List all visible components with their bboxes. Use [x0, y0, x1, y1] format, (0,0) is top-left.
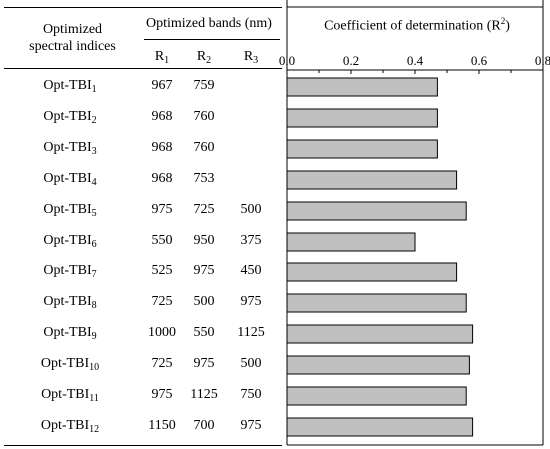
- index-name: Opt-TBI10: [40, 356, 100, 373]
- band-r3: 975: [240, 418, 262, 433]
- band-r2: 725: [193, 202, 215, 217]
- table-top-rule: [4, 7, 282, 8]
- index-name: Opt-TBI8: [43, 294, 97, 311]
- band-r2: 975: [193, 356, 215, 371]
- band-r3: 375: [240, 233, 262, 248]
- band-r3: 750: [240, 387, 262, 402]
- band-r1: 967: [151, 78, 173, 93]
- bar: [286, 77, 438, 97]
- chart-title: Coefficient of determination (R2): [324, 16, 510, 34]
- bar: [286, 355, 470, 375]
- band-r1: 968: [151, 109, 173, 124]
- band-r2: 759: [193, 78, 215, 93]
- index-name: Opt-TBI5: [43, 202, 97, 219]
- band-r1: 725: [151, 356, 173, 371]
- band-r1: 968: [151, 171, 173, 186]
- band-r3: 500: [240, 356, 262, 371]
- band-r3: 500: [240, 202, 262, 217]
- column-header-bands: Optimized bands (nm): [146, 16, 272, 31]
- band-r1: 725: [151, 294, 173, 309]
- bar: [286, 139, 438, 159]
- index-name: Opt-TBI7: [43, 263, 97, 280]
- bar: [286, 262, 458, 282]
- bar: [286, 108, 438, 128]
- x-tick-label: 0.8: [535, 53, 550, 68]
- band-r3: 975: [240, 294, 262, 309]
- bar: [286, 417, 474, 437]
- band-header-r3: R3: [243, 49, 259, 66]
- band-r2: 753: [193, 171, 215, 186]
- band-r2: 1125: [190, 387, 218, 402]
- band-r3: 450: [240, 263, 262, 278]
- band-r2: 950: [193, 233, 215, 248]
- band-r2: 550: [193, 325, 215, 340]
- band-header-r2: R2: [196, 49, 212, 66]
- x-tick-label: 0.2: [343, 53, 359, 68]
- index-name: Opt-TBI4: [43, 171, 97, 188]
- band-r1: 525: [151, 263, 173, 278]
- band-r3: 1125: [237, 325, 265, 340]
- index-name: Opt-TBI2: [43, 109, 97, 126]
- band-r1: 975: [151, 202, 173, 217]
- band-r2: 500: [193, 294, 215, 309]
- band-r2: 975: [193, 263, 215, 278]
- index-name: Opt-TBI9: [43, 325, 97, 342]
- band-r1: 1150: [148, 418, 176, 433]
- band-r1: 975: [151, 387, 173, 402]
- bar: [286, 386, 467, 406]
- band-r1: 968: [151, 140, 173, 155]
- band-r2: 760: [193, 109, 215, 124]
- column-header-indices-line2: spectral indices: [29, 39, 116, 54]
- x-tick-label: 0.4: [407, 53, 424, 68]
- index-name: Opt-TBI12: [40, 418, 100, 435]
- index-name: Opt-TBI6: [43, 233, 97, 250]
- band-r2: 700: [193, 418, 215, 433]
- index-name: Opt-TBI11: [41, 387, 99, 404]
- column-header-indices-line1: Optimized: [42, 22, 103, 37]
- bar: [286, 170, 458, 190]
- index-name: Opt-TBI3: [43, 140, 97, 157]
- band-r2: 760: [193, 140, 215, 155]
- x-tick-label: 0.0: [279, 53, 295, 68]
- table-header-rule: [4, 68, 282, 69]
- band-r1: 1000: [148, 325, 176, 340]
- bar: [286, 232, 416, 252]
- bar: [286, 201, 467, 221]
- bar: [286, 293, 467, 313]
- x-tick-label: 0.6: [471, 53, 488, 68]
- band-header-r1: R1: [154, 49, 170, 66]
- index-name: Opt-TBI1: [43, 78, 97, 95]
- band-r1: 550: [151, 233, 173, 248]
- table-bottom-rule: [4, 445, 282, 446]
- bar: [286, 324, 474, 344]
- bands-underline: [144, 39, 280, 40]
